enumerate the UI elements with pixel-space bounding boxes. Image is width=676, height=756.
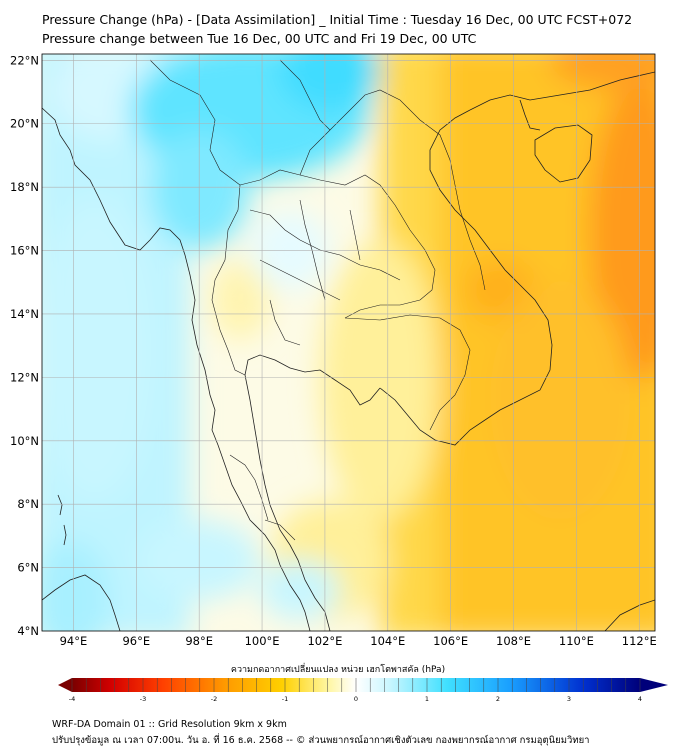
colorbar-label: -2 [211,695,217,703]
graticule [42,54,655,631]
lon-label: 98°E [185,634,213,648]
lat-label: 10°N [10,434,39,448]
latitude-labels: 22°N 20°N 18°N 16°N 14°N 12°N 10°N 8°N 6°N 4°N [10,53,39,638]
lat-label: 22°N [10,53,39,67]
lat-label: 4°N [17,624,39,638]
colorbar-label: 1 [425,695,429,703]
lon-label: 102°E [307,634,342,648]
lon-label: 100°E [245,634,280,648]
colorbar-label: -4 [69,695,75,703]
colorbar: -4 -3 -2 -1 0 1 2 3 4 [58,678,668,703]
lat-label: 6°N [17,561,39,575]
lat-label: 14°N [10,307,39,321]
lon-label: 108°E [496,634,531,648]
colorbar-title: ความกดอากาศเปลี่ยนแปลง หน่วย เฮกโตพาสคัล… [230,665,446,675]
colorbar-label: 2 [496,695,500,703]
colorbar-label: 3 [567,695,571,703]
footer-domain: WRF-DA Domain 01 :: Grid Resolution 9km … [52,719,287,730]
lat-label: 20°N [10,117,39,131]
colorbar-label: -3 [140,695,146,703]
lon-label: 112°E [622,634,657,648]
colorbar-label: -1 [282,695,288,703]
lat-label: 18°N [10,180,39,194]
pressure-field [42,54,655,631]
lon-label: 110°E [559,634,594,648]
lon-label: 96°E [122,634,150,648]
country-borders [149,59,486,541]
footer-credit: ปรับปรุงข้อมูล ณ เวลา 07:00น. วัน อ. ที่… [52,735,590,746]
colorbar-label: 0 [354,695,358,703]
lon-label: 104°E [370,634,405,648]
lat-label: 8°N [17,497,39,511]
lon-label: 94°E [60,634,88,648]
longitude-labels: 94°E 96°E 98°E 100°E 102°E 104°E 106°E 108°E 110… [60,634,657,648]
colorbar-label: 4 [638,695,642,703]
lon-label: 106°E [433,634,468,648]
lat-label: 12°N [10,370,39,384]
map-frame [41,53,656,632]
chart-title: Pressure Change (hPa) - [Data Assimilati… [42,12,633,27]
chart-subtitle: Pressure change between Tue 16 Dec, 00 U… [42,31,477,46]
lat-label: 16°N [10,244,39,258]
